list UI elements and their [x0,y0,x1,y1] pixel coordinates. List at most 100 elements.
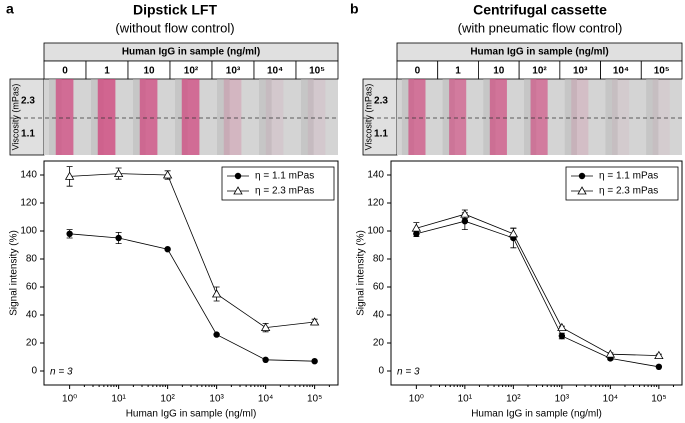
test-line [181,79,200,155]
x-tick-label: 10⁵ [307,394,322,405]
data-point [605,349,616,358]
legend-label: η = 2.3 mPas [255,186,314,197]
legend-label: η = 1.1 mPas [599,171,658,182]
annotation: n = 3 [50,367,73,378]
strip-column-cell [640,60,683,80]
data-point [558,332,566,340]
x-tick-label: 10¹ [111,394,126,405]
x-tick-label: 10⁵ [651,394,666,405]
strip-column-label: 10³ [226,66,241,77]
strip-side [9,78,45,156]
x-tick-label: 10⁰ [409,394,424,405]
test-line [652,79,670,155]
y-tick-label: 120 [20,198,37,209]
y-tick-label: 20 [26,338,38,349]
legend-label: η = 2.3 mPas [599,186,658,197]
strip-row-label: 2.3 [21,96,35,107]
strip-column-label: 10² [532,66,547,77]
data-point [213,331,220,338]
strip-row-label: 2.3 [374,96,388,107]
strip-column-label: 10⁴ [613,66,629,77]
data-point [461,218,469,225]
strip-column-label: 10 [493,66,505,77]
y-tick-label: 80 [373,254,385,265]
data-point [260,322,271,331]
legend-marker [577,186,587,195]
test-line [530,79,548,155]
data-point [64,171,75,180]
data-point [508,228,519,238]
y-tick-label: 20 [373,338,385,349]
y-tick-label: 140 [367,170,384,181]
data-point [309,317,320,326]
y-tick-label: 40 [373,310,385,321]
strip-column-label: 0 [62,66,68,77]
x-tick-label: 10³ [209,394,224,405]
strip-column-label: 10 [143,66,155,77]
strip-lane [217,79,230,155]
annotation: n = 3 [397,367,420,378]
strip-row-label: 1.1 [21,129,35,140]
test-line [571,79,589,155]
strip-column-label: 1 [104,66,110,77]
test-line [139,79,158,155]
data-point [311,358,318,365]
y-tick-label: 40 [26,310,38,321]
data-point [113,168,124,177]
legend-box [565,166,679,201]
test-line [307,79,326,155]
chart-subtitle: (without flow control) [115,20,234,35]
y-tick-label: 100 [367,226,384,237]
y-tick-label: 60 [26,282,38,293]
data-point [211,289,222,298]
test-line [97,79,116,155]
test-line [408,79,426,155]
strip-header-label: Human IgG in sample (ng/ml) [122,47,260,58]
strip-row-label: 1.1 [374,129,388,140]
strip-lane [646,79,659,155]
strip-column-label: 10⁵ [309,66,325,77]
strip-row-axis-label: Viscosity (mPas) [363,84,373,151]
x-tick-label: 10¹ [458,394,473,405]
y-tick-label: 0 [378,366,384,377]
panel-label: a [6,1,14,17]
chart-subtitle: (with pneumatic flow control) [458,20,623,35]
y-axis-label: Signal intensity (%) [9,230,20,316]
strip-lane [605,79,618,155]
legend-marker [234,172,242,180]
test-line [489,79,507,155]
strip-lane [564,79,577,155]
test-line [55,79,74,155]
strip-column-label: 10² [184,66,199,77]
series-line [416,213,659,356]
strip-column-label: 1 [455,66,461,77]
y-tick-label: 120 [367,198,384,209]
y-tick-label: 140 [20,170,37,181]
series-line [69,173,315,329]
chart-title: Centrifugal cassette [473,2,607,18]
strip-column-label: 0 [415,66,421,77]
data-point [460,209,470,218]
strip-header-label: Human IgG in sample (ng/ml) [470,47,608,58]
data-point [262,356,269,363]
y-tick-label: 0 [31,366,37,377]
test-line [223,79,242,155]
data-point [654,350,664,359]
strip-column-label: 10⁵ [654,66,670,77]
data-point [164,246,171,253]
legend-label: η = 1.1 mPas [255,171,314,182]
series-line [416,220,659,368]
strip-column-label: 10⁴ [267,66,283,77]
strip-side [362,78,398,156]
strip-lane [259,79,272,155]
x-axis-label: Human IgG in sample (ng/ml) [126,409,257,420]
legend-marker [578,172,586,180]
data-point [162,170,173,179]
strip-column-label: 10³ [573,66,588,77]
y-tick-label: 60 [373,282,385,293]
x-tick-label: 10² [160,394,175,405]
legend-marker [233,186,243,195]
x-tick-label: 10⁴ [258,394,273,405]
strip-column-cell [295,60,339,80]
